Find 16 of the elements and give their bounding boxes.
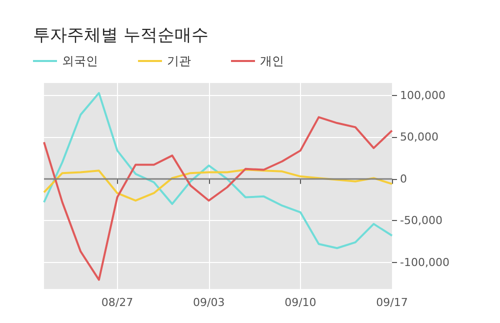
x-tick-label: 09/17 (376, 296, 408, 309)
x-tick-label: 08/27 (101, 296, 134, 309)
line-series (43, 168, 393, 202)
x-tick-label: 09/03 (192, 296, 225, 309)
y-tick-label: 0 (400, 172, 407, 186)
x-tick-label: 09/10 (284, 296, 316, 309)
y-tick-label: -50,000 (400, 214, 442, 228)
y-tick-label: -100,000 (400, 256, 450, 269)
line-series (43, 116, 393, 281)
chart-title: 투자주체별 누적순매수 (33, 26, 208, 46)
legend-label: 기관 (167, 54, 191, 68)
y-tick-label: 100,000 (400, 89, 446, 102)
legend-label: 외국인 (62, 54, 98, 68)
line-series (43, 92, 393, 250)
y-tick-label: 50,000 (400, 130, 438, 144)
legend-label: 개인 (260, 54, 284, 68)
